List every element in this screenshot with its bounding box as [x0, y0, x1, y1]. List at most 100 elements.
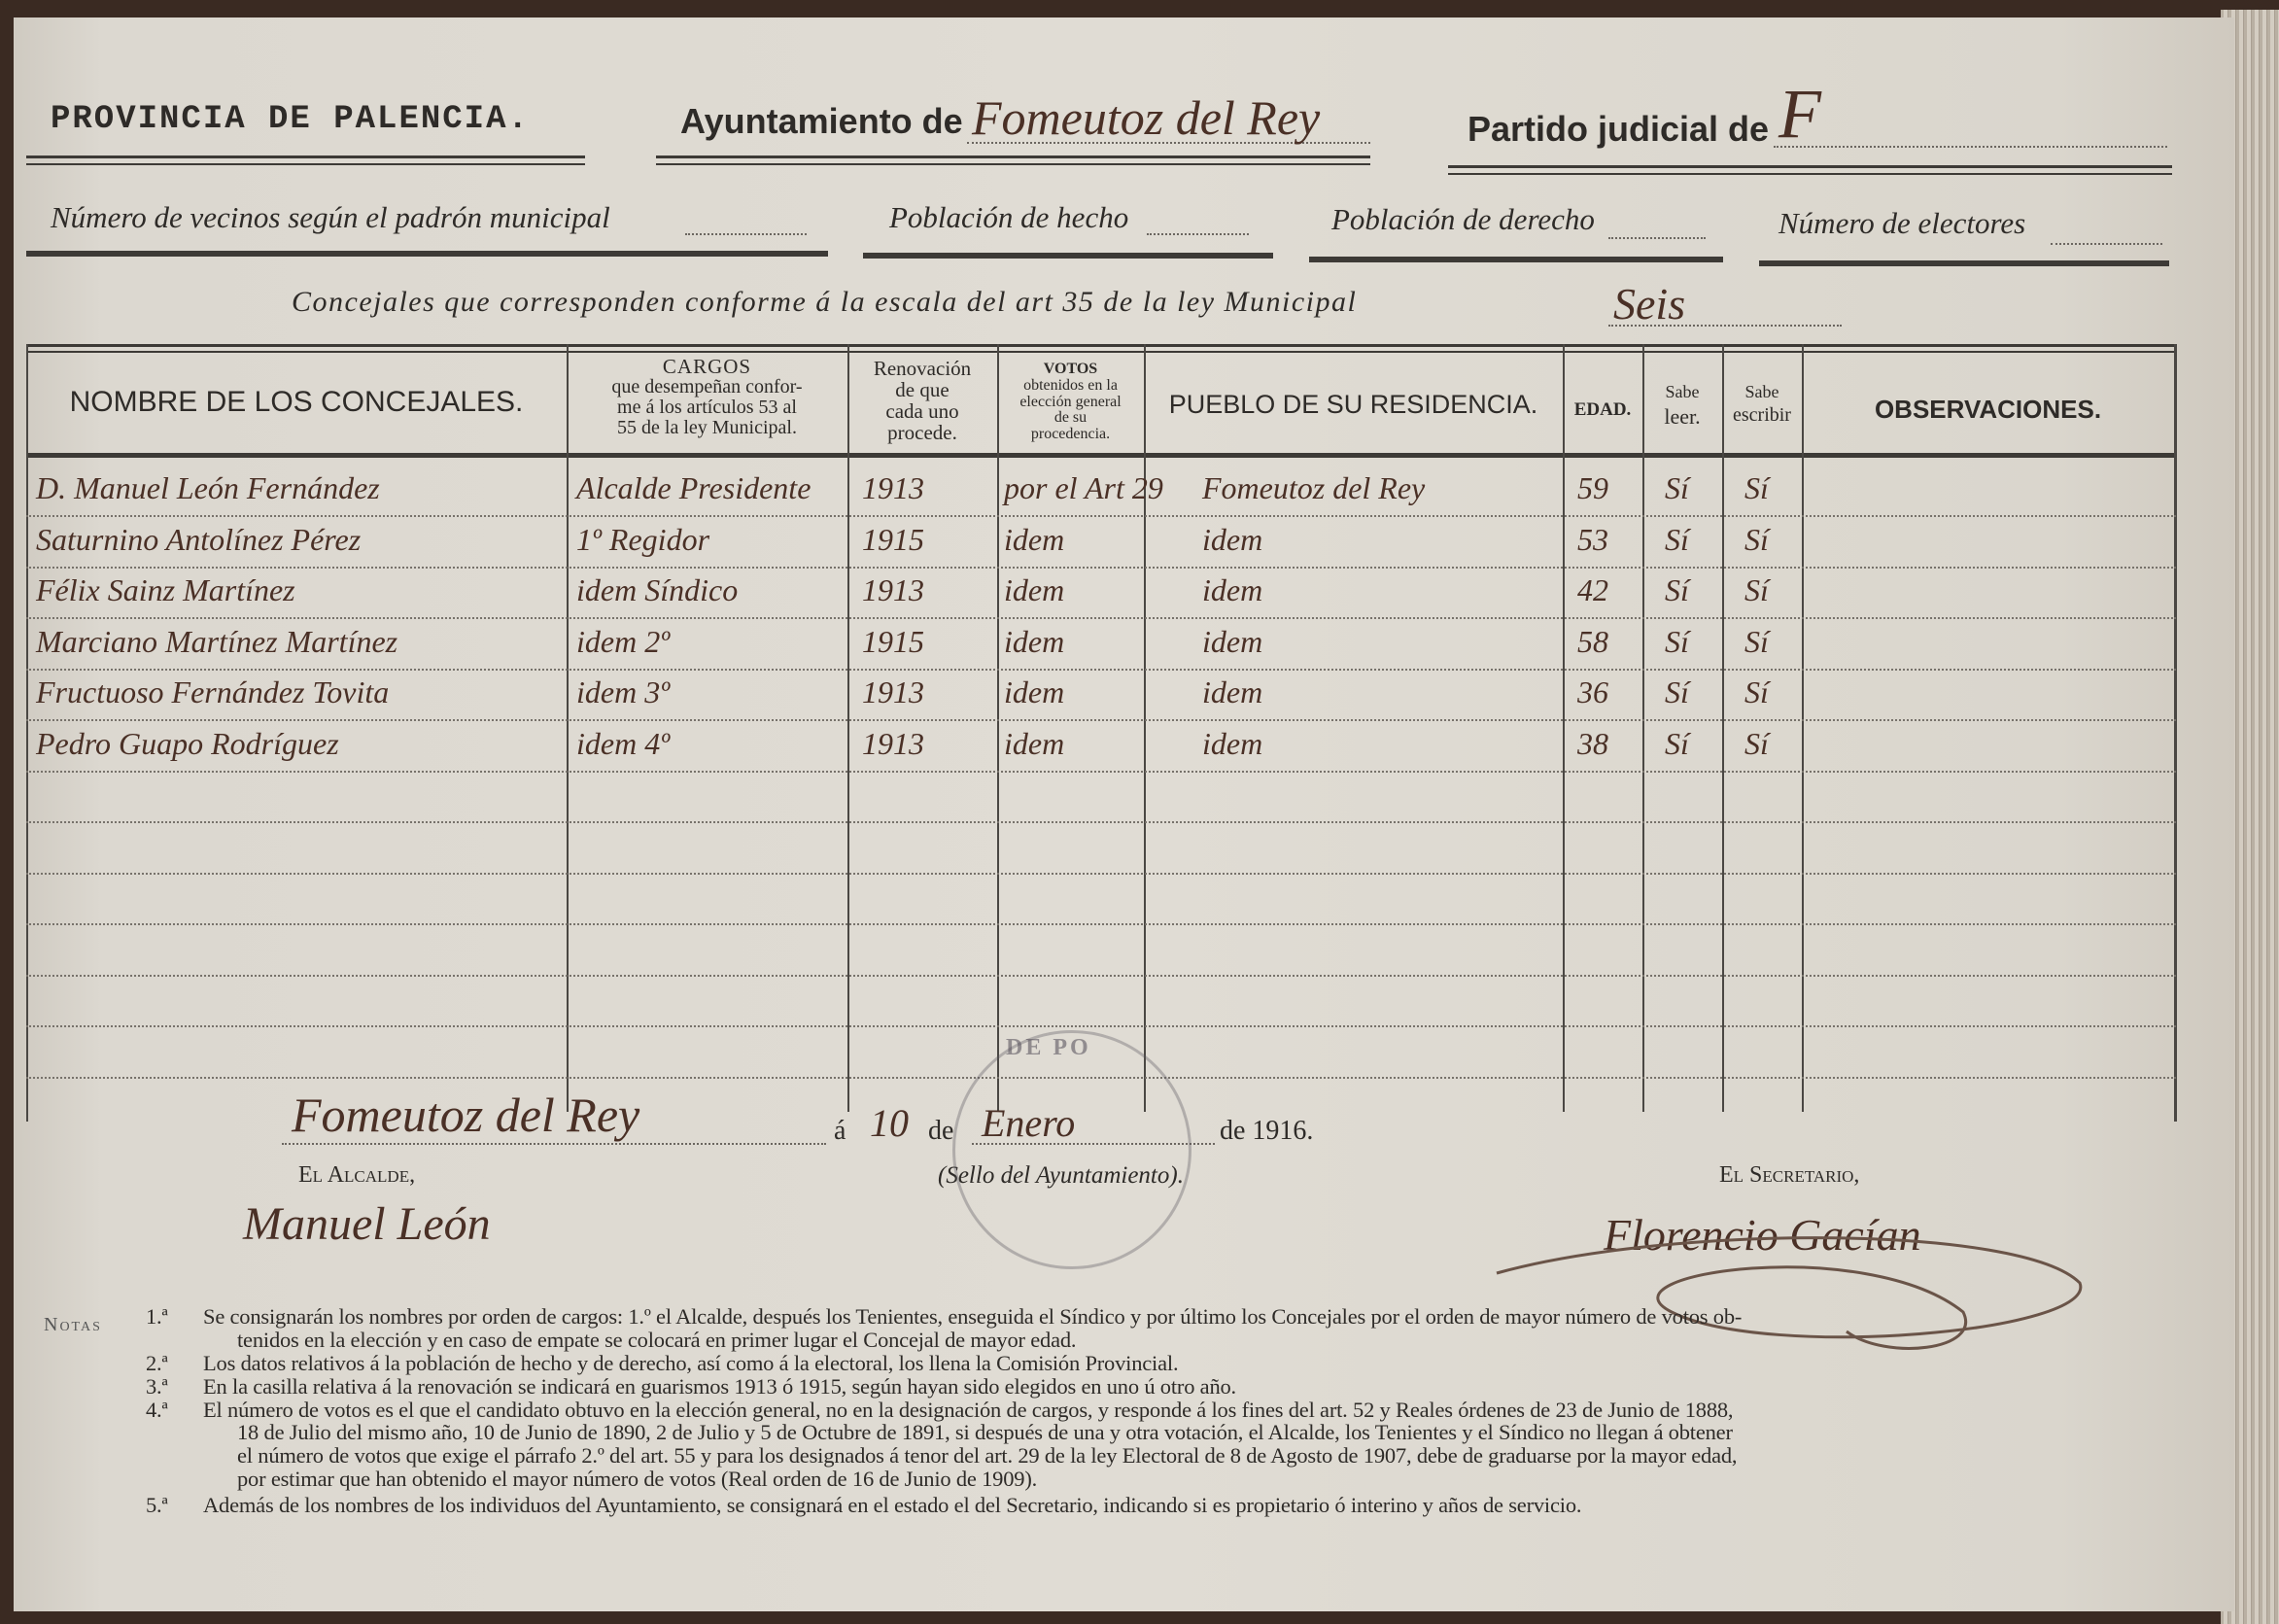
secretario-signature: Florencio Gacían [1604, 1210, 1921, 1260]
divider [26, 251, 828, 257]
cell-leer: Sí [1665, 521, 1689, 557]
divider [656, 163, 1370, 165]
column-rule [26, 344, 28, 1122]
col-header-renovacion-line: procede. [887, 421, 957, 445]
divider [1309, 257, 1723, 262]
col-header-votos: VOTOS obtenidos en la elección general d… [997, 361, 1144, 443]
blank-table-row [26, 822, 2176, 875]
cell-leer: Sí [1665, 572, 1689, 607]
col-header-renovacion-line: cada uno [885, 399, 959, 424]
footer-day: 10 [870, 1101, 909, 1145]
note-line: 18 de Julio del mismo año, 10 de Junio d… [237, 1420, 1733, 1444]
cell-votos: idem [1004, 521, 1065, 557]
cell-nombre: Pedro Guapo Rodríguez [36, 725, 339, 761]
note-number: 1.ª [146, 1304, 168, 1329]
concejales-value: Seis [1613, 279, 1686, 328]
dotted-fill-line [1608, 325, 1842, 327]
footer-de: de [928, 1116, 954, 1146]
poblacion-hecho-field[interactable] [1147, 233, 1249, 235]
cell-leer: Sí [1665, 623, 1689, 659]
note-line: por estimar que han obtenido el mayor nú… [237, 1467, 1038, 1491]
notes-title: Notas [44, 1314, 102, 1335]
note-number: 4.ª [146, 1398, 168, 1422]
col-header-cargos: CARGOS que desempeñan confor- me á los a… [567, 356, 847, 438]
cell-cargo: Alcalde Presidente [576, 470, 811, 505]
cell-leer: Sí [1665, 674, 1689, 709]
cell-nombre: Marciano Martínez Martínez [36, 623, 398, 659]
col-header-cargos-line: que desempeñan confor- [611, 376, 803, 398]
col-header-escribir: Sabe escribir [1722, 383, 1802, 426]
cell-escribir: Sí [1744, 470, 1769, 505]
concejales-label: Concejales que corresponden conforme á l… [292, 286, 1358, 318]
table-top-border [26, 351, 2176, 353]
vecinos-label: Número de vecinos según el padrón munici… [51, 200, 610, 234]
cell-nombre: D. Manuel León Fernández [36, 470, 380, 505]
col-header-observaciones: OBSERVACIONES. [1874, 395, 2102, 424]
province-title: PROVINCIA DE PALENCIA. [51, 101, 530, 138]
col-header-nombre: NOMBRE DE LOS CONCEJALES. [69, 386, 524, 418]
cell-votos: idem [1004, 572, 1065, 607]
cell-edad: 53 [1577, 521, 1608, 557]
note-line: Se consignarán los nombres por orden de … [203, 1304, 1743, 1329]
cell-nombre: Fructuoso Fernández Tovita [36, 674, 390, 709]
table-row: Fructuoso Fernández Tovita idem 3º 1913 ide… [26, 669, 2176, 721]
cell-renovacion: 1913 [862, 725, 924, 761]
ayuntamiento-value: Fomeutoz del Rey [972, 90, 1321, 145]
electores-field[interactable] [2051, 243, 2162, 245]
blank-table-row [26, 771, 2176, 823]
cell-escribir: Sí [1744, 521, 1769, 557]
col-header-renovacion-line: Renovación [873, 357, 972, 380]
col-header-escribir-line: Sabe [1744, 382, 1779, 401]
note-number: 5.ª [146, 1493, 168, 1517]
cell-pueblo: idem [1202, 572, 1263, 607]
note-line: Además de los nombres de los individuos … [203, 1493, 1582, 1517]
poblacion-derecho-label: Población de derecho [1331, 202, 1595, 236]
cell-cargo: 1º Regidor [576, 521, 710, 557]
alcalde-label: El Alcalde, [298, 1162, 416, 1188]
cell-renovacion: 1913 [862, 470, 924, 505]
col-header-cargos-title: CARGOS [662, 355, 752, 378]
cell-votos: idem [1004, 623, 1065, 659]
col-header-escribir-line: escribir [1733, 403, 1791, 426]
cell-edad: 36 [1577, 674, 1608, 709]
column-rule [1802, 344, 1804, 1112]
col-header-cargos-line: 55 de la ley Municipal. [617, 417, 797, 439]
cell-renovacion: 1913 [862, 572, 924, 607]
divider [656, 155, 1370, 158]
col-header-leer-line: Sabe [1665, 382, 1700, 401]
cell-votos: idem [1004, 725, 1065, 761]
col-header-votos-line: de su [1053, 409, 1088, 427]
dotted-fill-line [967, 142, 1370, 144]
electores-label: Número de electores [1778, 206, 2026, 240]
blank-table-row [26, 975, 2176, 1027]
cell-cargo: idem 2º [576, 623, 671, 659]
partido-label: Partido judicial de [1468, 109, 1770, 149]
col-header-leer: Sabe leer. [1642, 383, 1722, 428]
column-rule [1563, 344, 1565, 1112]
seal-text: DE PO [1006, 1035, 1091, 1060]
footer-year: de 1916. [1220, 1116, 1314, 1146]
note-line: En la casilla relativa á la renovación s… [203, 1374, 1236, 1399]
cell-nombre: Saturnino Antolínez Pérez [36, 521, 362, 557]
col-header-leer-line: leer. [1664, 403, 1701, 429]
column-rule [1642, 344, 1644, 1112]
cell-votos: idem [1004, 674, 1065, 709]
cell-cargo: idem Síndico [576, 572, 739, 607]
cell-pueblo: idem [1202, 623, 1263, 659]
cell-edad: 38 [1577, 725, 1608, 761]
table-row: Pedro Guapo Rodríguez idem 4º 1913 idem idem… [26, 720, 2176, 773]
table-row: Saturnino Antolínez Pérez 1º Regidor 1915 i… [26, 516, 2176, 569]
blank-table-row [26, 924, 2176, 977]
col-header-cargos-line: me á los artículos 53 al [617, 397, 797, 419]
poblacion-derecho-field[interactable] [1608, 237, 1706, 239]
table-top-border [26, 344, 2176, 347]
alcalde-signature: Manuel León [243, 1198, 491, 1250]
dotted-fill-line [1774, 146, 2167, 148]
cell-votos: por el Art 29 [1004, 470, 1163, 505]
col-header-votos-line: elección general [1019, 393, 1122, 410]
column-rule [1722, 344, 1724, 1112]
vecinos-field[interactable] [685, 233, 807, 235]
cell-escribir: Sí [1744, 674, 1769, 709]
table-row: D. Manuel León Fernández Alcalde Presiden… [26, 465, 2176, 517]
blank-table-row [26, 873, 2176, 925]
